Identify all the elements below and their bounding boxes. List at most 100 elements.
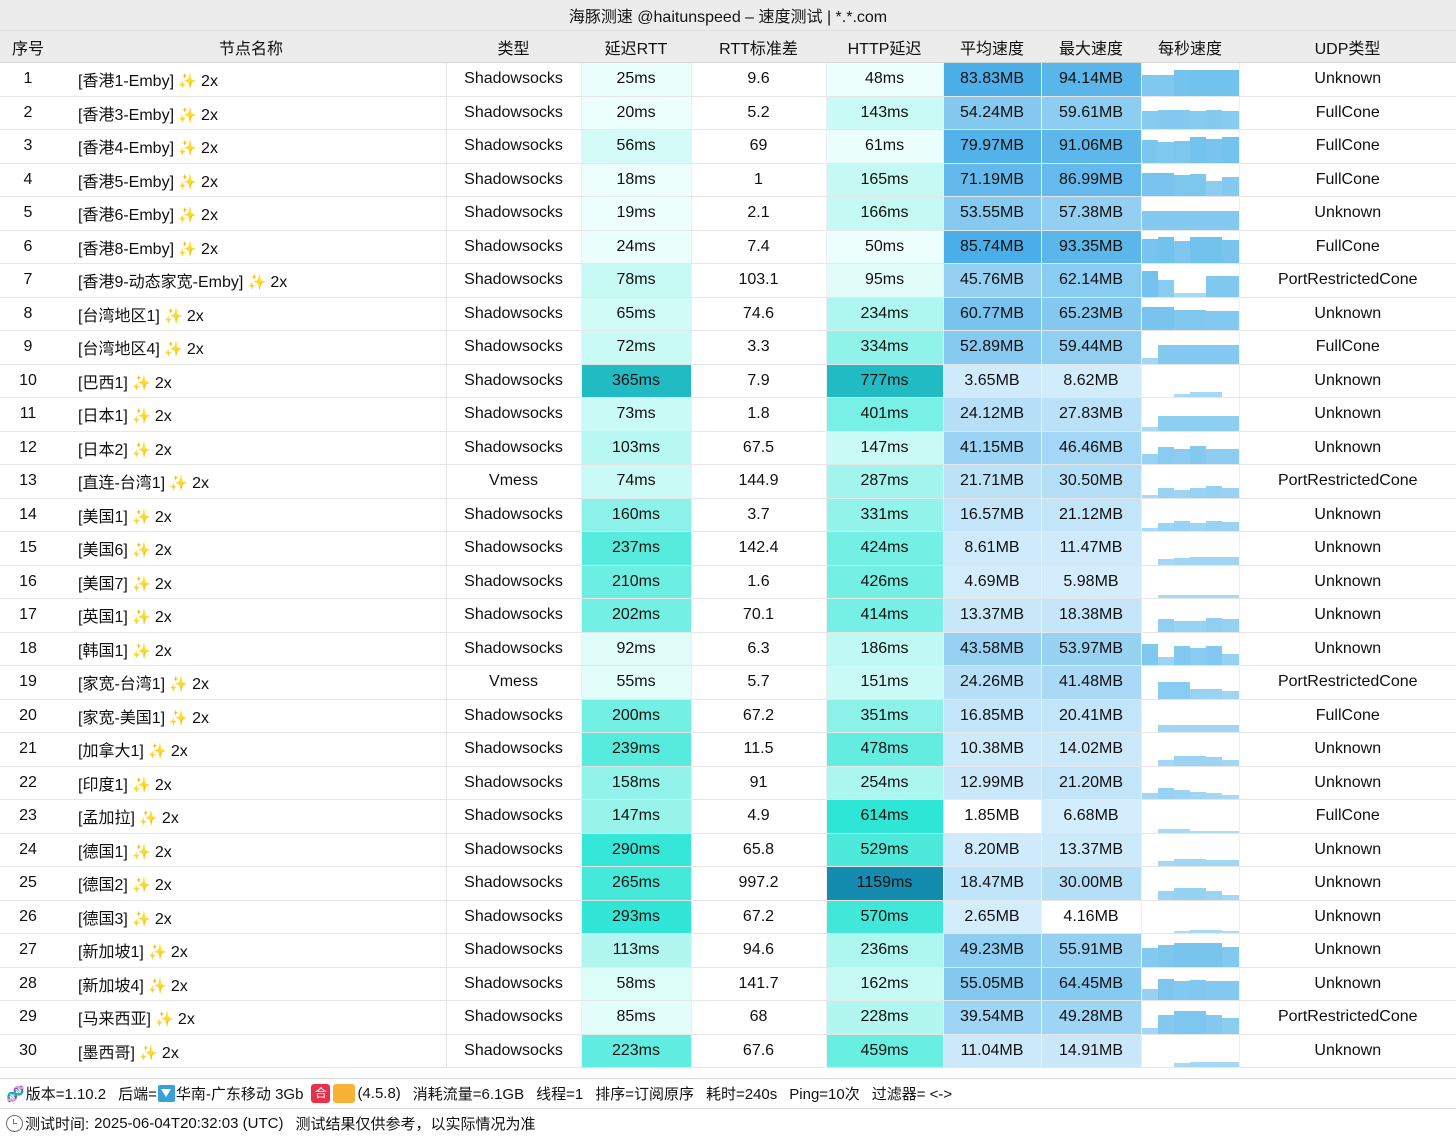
per-second-speed-sparkline xyxy=(1141,565,1240,599)
table-row[interactable]: 17 [英国1] ✨ 2x Shadowsocks 202ms 70.1 414ms 13.… xyxy=(0,598,1456,633)
node-name-cell[interactable]: [韩国1] ✨ 2x xyxy=(56,632,447,666)
table-row[interactable]: 9 [台湾地区4] ✨ 2x Shadowsocks 72ms 3.3 334ms 52.8… xyxy=(0,330,1456,365)
node-name-cell[interactable]: [台湾地区1] ✨ 2x xyxy=(56,297,447,331)
table-row[interactable]: 13 [直连-台湾1] ✨ 2x Vmess 74ms 144.9 287ms 21.71M… xyxy=(0,464,1456,499)
table-row[interactable]: 5 [香港6-Emby] ✨ 2x Shadowsocks 19ms 2.1 166ms 5… xyxy=(0,196,1456,231)
node-name-cell[interactable]: [家宽-台湾1] ✨ 2x xyxy=(56,665,447,700)
max-speed-cell: 94.14MB xyxy=(1041,62,1142,97)
table-row[interactable]: 27 [新加坡1] ✨ 2x Shadowsocks 113ms 94.6 236ms 49… xyxy=(0,933,1456,968)
sparkline-bar xyxy=(1206,617,1223,632)
node-multiplier-label: 2x xyxy=(154,776,172,794)
udp-type-cell: Unknown xyxy=(1239,1034,1456,1068)
column-header-per-sec[interactable]: 每秒速度 xyxy=(1141,31,1239,63)
node-name-cell[interactable]: [家宽-美国1] ✨ 2x xyxy=(56,699,447,733)
table-row[interactable]: 15 [美国6] ✨ 2x Shadowsocks 237ms 142.4 424ms 8.… xyxy=(0,531,1456,566)
node-name-cell[interactable]: [新加坡1] ✨ 2x xyxy=(56,933,447,968)
table-row[interactable]: 3 [香港4-Emby] ✨ 2x Shadowsocks 56ms 69 61ms 79.… xyxy=(0,129,1456,164)
sparkline-bar xyxy=(1206,180,1223,196)
column-header-max-speed[interactable]: 最大速度 xyxy=(1041,31,1141,63)
column-header-name[interactable]: 节点名称 xyxy=(56,31,446,63)
sparkline-bar xyxy=(1206,110,1223,129)
column-header-rtt[interactable]: 延迟RTT xyxy=(581,31,691,63)
node-name-cell[interactable]: [马来西亚] ✨ 2x xyxy=(56,1000,447,1035)
row-index: 3 xyxy=(0,129,56,164)
column-header-index[interactable]: 序号 xyxy=(0,31,56,63)
node-name-cell[interactable]: [香港5-Emby] ✨ 2x xyxy=(56,163,447,197)
rtt-sd-cell: 67.5 xyxy=(691,431,827,465)
node-name-cell[interactable]: [美国6] ✨ 2x xyxy=(56,531,447,566)
sparkline-bar xyxy=(1190,69,1207,96)
row-index: 1 xyxy=(0,62,56,97)
http-latency-cell: 334ms xyxy=(826,330,944,365)
table-row[interactable]: 26 [德国3] ✨ 2x Shadowsocks 293ms 67.2 570ms 2.6… xyxy=(0,900,1456,934)
column-header-http[interactable]: HTTP延迟 xyxy=(826,31,943,63)
table-row[interactable]: 2 [香港3-Emby] ✨ 2x Shadowsocks 20ms 5.2 143ms 5… xyxy=(0,96,1456,130)
table-row[interactable]: 12 [日本2] ✨ 2x Shadowsocks 103ms 67.5 147ms 41.… xyxy=(0,431,1456,465)
table-row[interactable]: 7 [香港9-动态家宽-Emby] ✨ 2x Shadowsocks 78ms 103.… xyxy=(0,263,1456,298)
node-name-cell[interactable]: [英国1] ✨ 2x xyxy=(56,598,447,633)
node-name-cell[interactable]: [美国1] ✨ 2x xyxy=(56,498,447,532)
column-header-rtt-sd[interactable]: RTT标准差 xyxy=(691,31,826,63)
node-name-cell[interactable]: [台湾地区4] ✨ 2x xyxy=(56,330,447,365)
table-row[interactable]: 28 [新加坡4] ✨ 2x Shadowsocks 58ms 141.7 162ms 55… xyxy=(0,967,1456,1001)
rtt-cell: 56ms xyxy=(581,129,692,164)
node-name-cell[interactable]: [新加坡4] ✨ 2x xyxy=(56,967,447,1001)
sparkles-icon: ✨ xyxy=(174,207,202,225)
table-row[interactable]: 19 [家宽-台湾1] ✨ 2x Vmess 55ms 5.7 151ms 24.26MB 4… xyxy=(0,665,1456,700)
table-row[interactable]: 29 [马来西亚] ✨ 2x Shadowsocks 85ms 68 228ms 39.54… xyxy=(0,1000,1456,1035)
table-row[interactable]: 25 [德国2] ✨ 2x Shadowsocks 265ms 997.2 1159ms 1… xyxy=(0,866,1456,901)
node-name-cell[interactable]: [香港1-Emby] ✨ 2x xyxy=(56,62,447,97)
node-name-cell[interactable]: [日本2] ✨ 2x xyxy=(56,431,447,465)
node-name-cell[interactable]: [香港8-Emby] ✨ 2x xyxy=(56,230,447,264)
column-header-udp-type[interactable]: UDP类型 xyxy=(1239,31,1456,63)
avg-speed-cell: 45.76MB xyxy=(943,263,1042,298)
table-row[interactable]: 11 [日本1] ✨ 2x Shadowsocks 73ms 1.8 401ms 24.12… xyxy=(0,397,1456,432)
node-name-cell[interactable]: [香港9-动态家宽-Emby] ✨ 2x xyxy=(56,263,447,298)
table-row[interactable]: 4 [香港5-Emby] ✨ 2x Shadowsocks 18ms 1 165ms 71.… xyxy=(0,163,1456,197)
node-name-cell[interactable]: [德国1] ✨ 2x xyxy=(56,833,447,867)
table-row[interactable]: 30 [墨西哥] ✨ 2x Shadowsocks 223ms 67.6 459ms 11.… xyxy=(0,1034,1456,1068)
table-row[interactable]: 1 [香港1-Emby] ✨ 2x Shadowsocks 25ms 9.6 48ms 83… xyxy=(0,62,1456,97)
node-name-cell[interactable]: [印度1] ✨ 2x xyxy=(56,766,447,800)
table-row[interactable]: 16 [美国7] ✨ 2x Shadowsocks 210ms 1.6 426ms 4.69… xyxy=(0,565,1456,599)
node-name-cell[interactable]: [香港4-Emby] ✨ 2x xyxy=(56,129,447,164)
table-row[interactable]: 23 [孟加拉] ✨ 2x Shadowsocks 147ms 4.9 614ms 1.85… xyxy=(0,799,1456,834)
table-row[interactable]: 6 [香港8-Emby] ✨ 2x Shadowsocks 24ms 7.4 50ms 85… xyxy=(0,230,1456,264)
sparkline-bar xyxy=(1141,427,1158,431)
node-name-cell[interactable]: [美国7] ✨ 2x xyxy=(56,565,447,599)
sparkles-icon: ✨ xyxy=(174,106,202,124)
sparkline-bar xyxy=(1206,688,1223,699)
table-row[interactable]: 14 [美国1] ✨ 2x Shadowsocks 160ms 3.7 331ms 16.5… xyxy=(0,498,1456,532)
node-name-cell[interactable]: [日本1] ✨ 2x xyxy=(56,397,447,432)
node-name-cell[interactable]: [德国3] ✨ 2x xyxy=(56,900,447,934)
node-name-cell[interactable]: [香港3-Emby] ✨ 2x xyxy=(56,96,447,130)
node-name-cell[interactable]: [香港6-Emby] ✨ 2x xyxy=(56,196,447,231)
table-row[interactable]: 22 [印度1] ✨ 2x Shadowsocks 158ms 91 254ms 12.99… xyxy=(0,766,1456,800)
node-name-cell[interactable]: [直连-台湾1] ✨ 2x xyxy=(56,464,447,499)
node-name-cell[interactable]: [巴西1] ✨ 2x xyxy=(56,364,447,398)
table-row[interactable]: 8 [台湾地区1] ✨ 2x Shadowsocks 65ms 74.6 234ms 60.… xyxy=(0,297,1456,331)
table-row[interactable]: 24 [德国1] ✨ 2x Shadowsocks 290ms 65.8 529ms 8.2… xyxy=(0,833,1456,867)
node-type-cell: Shadowsocks xyxy=(446,96,582,130)
table-row[interactable]: 20 [家宽-美国1] ✨ 2x Shadowsocks 200ms 67.2 351ms… xyxy=(0,699,1456,733)
node-name-cell[interactable]: [墨西哥] ✨ 2x xyxy=(56,1034,447,1068)
node-name-cell[interactable]: [加拿大1] ✨ 2x xyxy=(56,732,447,767)
udp-type-cell: Unknown xyxy=(1239,598,1456,633)
row-index: 18 xyxy=(0,632,56,666)
node-name-cell[interactable]: [德国2] ✨ 2x xyxy=(56,866,447,901)
table-row[interactable]: 10 [巴西1] ✨ 2x Shadowsocks 365ms 7.9 777ms 3.65… xyxy=(0,364,1456,398)
sparkline-bar xyxy=(1206,859,1223,866)
node-name-cell[interactable]: [孟加拉] ✨ 2x xyxy=(56,799,447,834)
node-multiplier-label: 2x xyxy=(154,441,172,459)
footer-threads: 线程=1 xyxy=(536,1086,584,1103)
sparkline-bar xyxy=(1206,1061,1223,1067)
per-second-speed-sparkline xyxy=(1141,531,1240,566)
column-header-type[interactable]: 类型 xyxy=(446,31,581,63)
table-row[interactable]: 21 [加拿大1] ✨ 2x Shadowsocks 239ms 11.5 478ms 10… xyxy=(0,732,1456,767)
sparkline-bar xyxy=(1141,453,1158,464)
rtt-sd-cell: 141.7 xyxy=(691,967,827,1001)
column-header-avg-speed[interactable]: 平均速度 xyxy=(943,31,1041,63)
rtt-cell: 147ms xyxy=(581,799,692,834)
table-row[interactable]: 18 [韩国1] ✨ 2x Shadowsocks 92ms 6.3 186ms 43.58… xyxy=(0,632,1456,666)
